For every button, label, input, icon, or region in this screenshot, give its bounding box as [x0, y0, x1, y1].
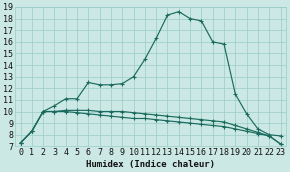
X-axis label: Humidex (Indice chaleur): Humidex (Indice chaleur) [86, 159, 215, 169]
